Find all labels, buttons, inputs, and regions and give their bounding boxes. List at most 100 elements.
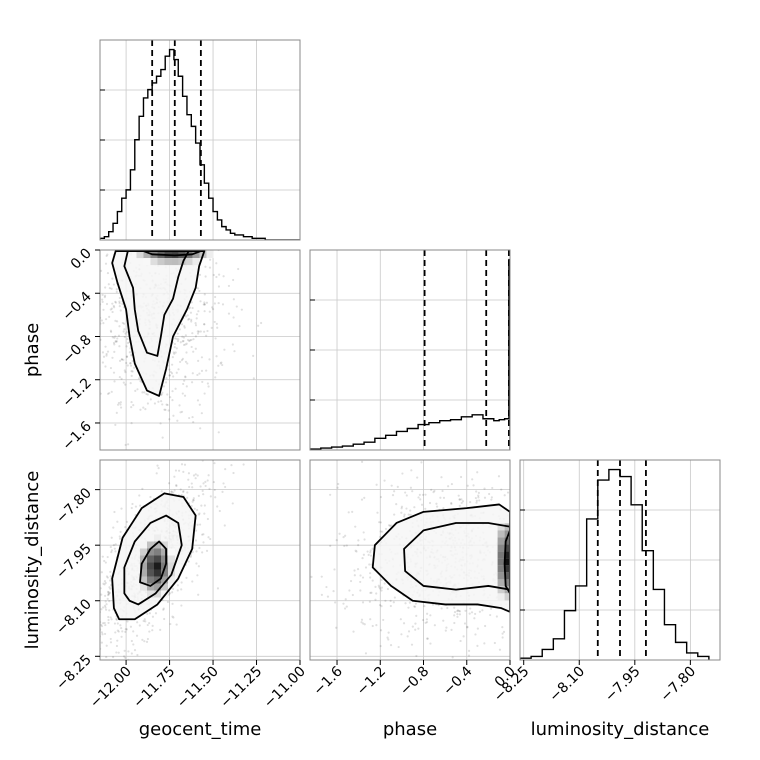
scatter-point [91,576,93,578]
scatter-point [186,338,190,342]
scatter-point [424,621,427,624]
scatter-point [111,310,114,314]
scatter-point [386,636,389,639]
scatter-point [188,317,191,320]
scatter-point [453,606,456,609]
density-cell [154,548,161,556]
scatter-point [403,513,406,516]
scatter-point [201,533,204,536]
scatter-point [326,595,330,598]
scatter-point [107,621,110,625]
scatter-point [180,588,183,591]
scatter-point [124,630,127,634]
scatter-point [61,662,63,664]
scatter-point [181,340,184,343]
scatter-point [87,230,89,232]
scatter-point [200,412,203,415]
scatter-point [198,372,201,375]
scatter-point [361,557,364,560]
scatter-point [171,399,174,402]
scatter-point [141,638,144,641]
contour-geocent_time-luminosity_distance-0 [111,492,197,621]
scatter-point [186,362,189,365]
scatter-point [130,506,133,510]
scatter-point [183,325,186,328]
density-cell [504,544,510,552]
scatter-point [86,316,88,318]
density-cell [192,258,200,266]
scatter-point [185,180,187,182]
scatter-point [97,624,99,626]
scatter-point [171,363,174,366]
scatter-point [134,389,137,392]
scatter-point [113,343,116,346]
scatter-point [477,491,480,494]
scatter-point [138,494,141,497]
scatter-point [101,234,103,236]
scatter-point [320,575,323,578]
scatter-point [105,354,108,357]
scatter-point [103,580,107,583]
scatter-point [191,580,194,583]
scatter-point [100,571,103,574]
scatter-point [359,589,362,592]
scatter-point [115,618,118,621]
scatter-point [528,572,530,574]
scatter-point [212,273,215,277]
y-axis-label-luminosity-distance: luminosity_distance [22,471,43,650]
scatter-point [110,549,113,552]
scatter-point [203,392,206,395]
scatter-point [184,376,187,379]
scatter-point [529,538,531,540]
scatter-point [216,587,220,590]
scatter-point [175,337,178,340]
density-cell [140,583,147,591]
scatter-point [119,401,122,404]
scatter-point [145,640,149,643]
scatter-point [191,500,194,503]
scatter-point [101,361,104,364]
scatter-point [559,588,561,590]
scatter-point [284,630,286,632]
density-cell [497,579,505,587]
scatter-point [156,245,158,247]
scatter-point [161,436,164,439]
scatter-point [134,234,136,236]
scatter-point [374,585,377,588]
scatter-point [205,334,208,337]
scatter-point [160,400,163,403]
scatter-point [149,495,152,499]
scatter-point [188,416,191,420]
scatter-point [185,385,188,388]
scatter-point [92,578,94,580]
scatter-point [194,473,197,476]
scatter-point [120,377,123,380]
scatter-point [191,486,194,489]
scatter-point [171,390,174,393]
scatter-point [112,526,115,529]
scatter-point [116,639,119,642]
scatter-point [389,599,392,602]
scatter-point [342,602,345,605]
scatter-point [381,530,384,533]
scatter-point [180,463,184,466]
scatter-point [143,618,146,621]
scatter-point [180,323,184,326]
scatter-point [447,485,450,488]
scatter-point [453,614,456,617]
scatter-point [414,602,418,605]
scatter-point [542,522,544,524]
scatter-point [154,612,158,615]
scatter-point [378,603,382,607]
scatter-point [371,579,374,582]
scatter-point [171,356,174,359]
scatter-point [176,332,179,335]
scatter-point [104,345,107,348]
scatter-point [109,545,112,549]
scatter-point [139,380,142,383]
scatter-point [80,326,82,328]
scatter-point [111,336,114,339]
scatter-point [143,391,146,394]
scatter-point [105,644,108,647]
scatter-point [116,403,120,406]
